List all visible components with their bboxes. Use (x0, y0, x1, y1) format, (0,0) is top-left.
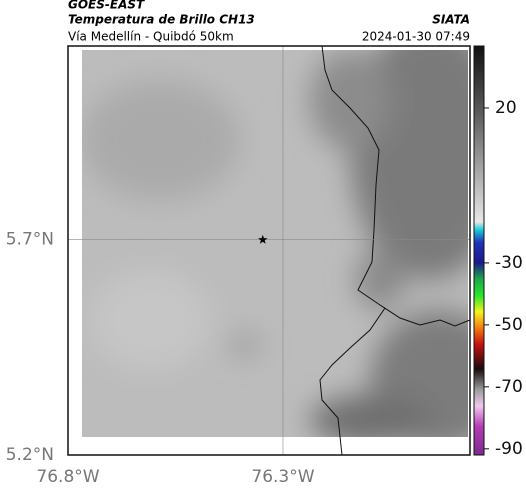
source: SIATA (432, 13, 470, 27)
colorbar-label: -70 (495, 377, 523, 397)
colorbar-label: -90 (495, 439, 523, 459)
satellite-image (82, 50, 468, 437)
colorbar-label: -50 (495, 315, 523, 335)
station-marker (258, 234, 268, 244)
map-frame (67, 45, 471, 456)
colorbar-label: -30 (495, 253, 523, 273)
route: Vía Medellín - Quibdó 50km (68, 30, 234, 44)
colorbar (473, 45, 485, 456)
y-tick-label: 5.2°N (6, 445, 54, 465)
border-line (319, 307, 386, 456)
colorbar-label: 20 (495, 98, 517, 118)
datetime: 2024-01-30 07:49 (362, 30, 470, 44)
y-tick-label: 5.7°N (6, 230, 54, 250)
x-tick-label: 76.8°W (36, 467, 99, 487)
x-tick-label: 76.3°W (251, 467, 314, 487)
title: GOES-EAST (68, 0, 145, 12)
border-line (321, 45, 471, 327)
subtitle: Temperatura de Brillo CH13 (68, 13, 255, 27)
